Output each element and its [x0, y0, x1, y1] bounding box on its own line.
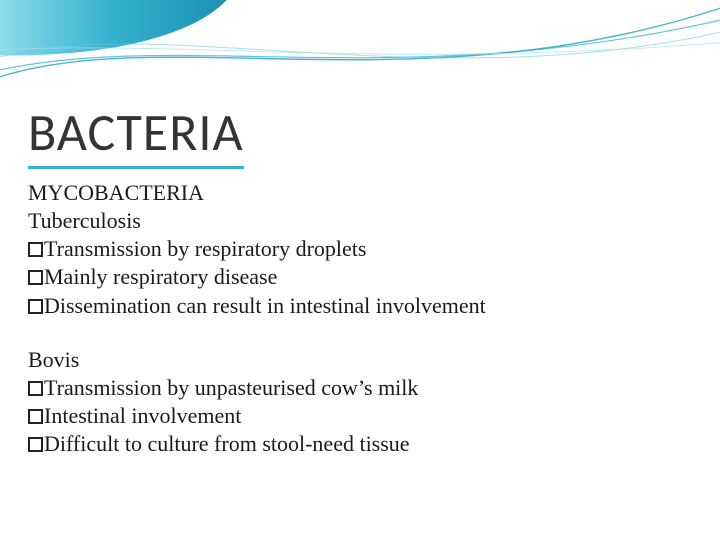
section-subheading: Tuberculosis — [28, 207, 692, 235]
bullet-text: Transmission by respiratory droplets — [44, 236, 366, 261]
bullet-line: Transmission by unpasteurised cow’s milk — [28, 374, 692, 402]
bullet-box-icon — [28, 242, 43, 257]
bullet-box-icon — [28, 381, 43, 396]
section-heading: MYCOBACTERIA — [28, 179, 692, 207]
section: BovisTransmission by unpasteurised cow’s… — [28, 346, 692, 459]
bullet-box-icon — [28, 270, 43, 285]
bullet-box-icon — [28, 299, 43, 314]
bullet-text: Transmission by unpasteurised cow’s milk — [44, 375, 418, 400]
slide-decoration — [0, 0, 720, 110]
bullet-line: Intestinal involvement — [28, 402, 692, 430]
bullet-line: Transmission by respiratory droplets — [28, 235, 692, 263]
slide-title: BACTERIA — [28, 100, 244, 169]
bullet-text: Dissemination can result in intestinal i… — [44, 293, 486, 318]
bullet-line: Mainly respiratory disease — [28, 263, 692, 291]
bullet-text: Mainly respiratory disease — [44, 264, 277, 289]
slide-body: MYCOBACTERIATuberculosisTransmission by … — [28, 179, 692, 458]
bullet-box-icon — [28, 437, 43, 452]
section: MYCOBACTERIATuberculosisTransmission by … — [28, 179, 692, 320]
bullet-text: Difficult to culture from stool-need tis… — [44, 431, 410, 456]
section-subheading: Bovis — [28, 346, 692, 374]
bullet-text: Intestinal involvement — [44, 403, 241, 428]
bullet-line: Dissemination can result in intestinal i… — [28, 292, 692, 320]
bullet-box-icon — [28, 409, 43, 424]
bullet-line: Difficult to culture from stool-need tis… — [28, 430, 692, 458]
